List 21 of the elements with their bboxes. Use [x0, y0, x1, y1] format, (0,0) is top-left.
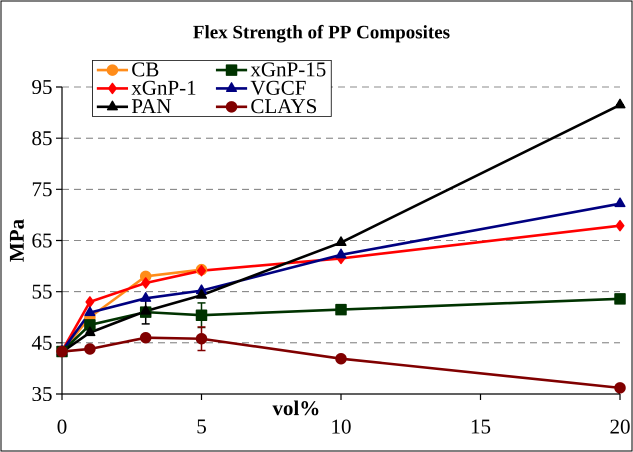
legend-label: CB [132, 62, 158, 76]
legend-label: VGCF [250, 80, 306, 95]
y-tick-label: 35 [32, 386, 52, 402]
y-tick-label: 75 [32, 182, 52, 196]
x-tick-label: 0 [58, 420, 66, 434]
y-tick-label: 85 [32, 131, 52, 146]
legend-label: CLAYS [251, 99, 316, 114]
y-tick-label: 65 [32, 233, 52, 248]
x-tick-label: 20 [610, 420, 630, 434]
legend-label: PAN [132, 99, 171, 114]
y-tick-label: 95 [32, 80, 52, 94]
x-tick-label: 15 [472, 420, 490, 434]
x-tick-label: 5 [197, 420, 206, 434]
y-tick-label: 45 [32, 336, 52, 350]
x-axis-title: vol% [272, 400, 318, 416]
chart-title: Flex Strength of PP Composites [193, 24, 450, 42]
y-tick-label: 55 [32, 284, 52, 299]
legend-label: xGnP-15 [250, 62, 326, 76]
y-axis-title: MPa [10, 219, 24, 262]
legend-label: xGnP-1 [131, 80, 196, 95]
x-tick-label: 10 [332, 420, 351, 434]
